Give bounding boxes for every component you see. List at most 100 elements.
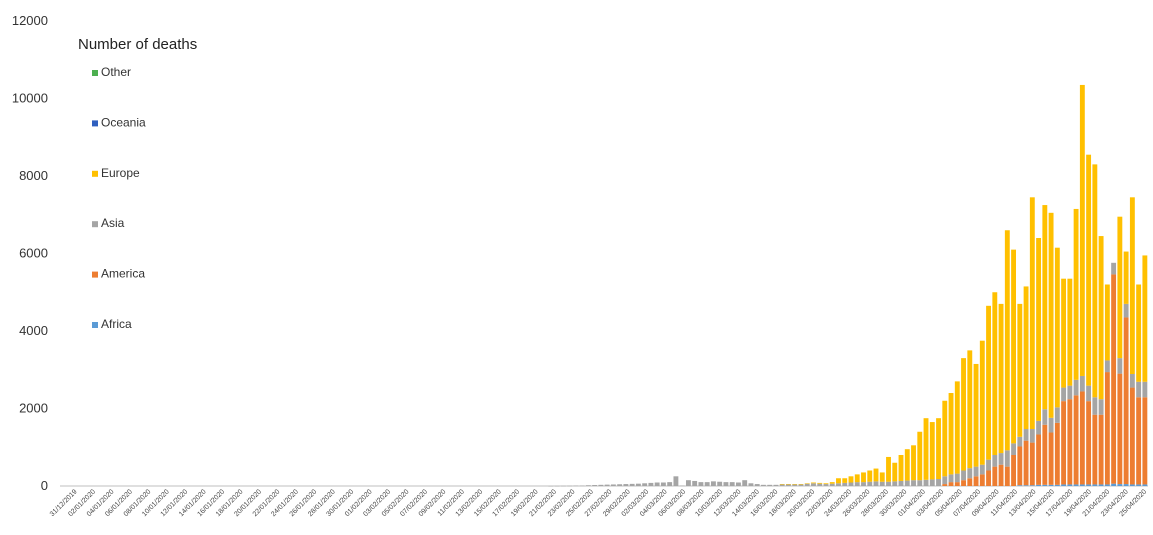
bar-segment-asia bbox=[1104, 360, 1110, 373]
bar-segment-europe bbox=[1092, 164, 1098, 398]
bar-segment-europe bbox=[823, 483, 829, 485]
bar-segment-asia bbox=[723, 482, 729, 487]
bar-segment-asia bbox=[886, 481, 891, 486]
bar-segment-asia bbox=[948, 474, 954, 483]
bar-segment-asia bbox=[1061, 387, 1067, 402]
bar-segment-europe bbox=[829, 482, 835, 484]
bar-segment-asia bbox=[773, 484, 779, 486]
bar-segment-asia bbox=[879, 481, 885, 486]
bar-segment-america bbox=[1048, 432, 1054, 485]
bar-segment-america bbox=[1036, 434, 1042, 485]
bar-segment-africa bbox=[1023, 485, 1029, 486]
bar-segment-asia bbox=[792, 484, 798, 486]
bar-segment-asia bbox=[829, 483, 835, 486]
bar-segment-asia bbox=[548, 485, 554, 487]
bar-segment-europe bbox=[1061, 278, 1067, 388]
bar-segment-asia bbox=[579, 485, 585, 487]
bar-segment-america bbox=[973, 476, 979, 486]
legend-label-america: America bbox=[101, 267, 145, 281]
bar-segment-america bbox=[1073, 395, 1079, 485]
bar-segment-america bbox=[1054, 422, 1060, 485]
bar-segment-africa bbox=[1136, 484, 1142, 486]
bar-segment-europe bbox=[929, 422, 935, 480]
bar-segment-europe bbox=[948, 393, 954, 475]
bar-segment-africa bbox=[1017, 485, 1023, 486]
bar-segment-europe bbox=[1129, 197, 1135, 375]
bar-segment-america bbox=[1123, 317, 1129, 485]
bar-segment-africa bbox=[1073, 484, 1079, 486]
bar-segment-asia bbox=[861, 482, 866, 487]
bar-segment-asia bbox=[992, 455, 998, 467]
bar-segment-asia bbox=[898, 480, 904, 486]
bar-segment-europe bbox=[886, 456, 891, 482]
bar-segment-asia bbox=[748, 483, 754, 486]
bar-segment-africa bbox=[1048, 484, 1054, 486]
bar-segment-asia bbox=[911, 480, 916, 486]
y-tick-label: 0 bbox=[41, 478, 48, 493]
bar-segment-asia bbox=[1054, 407, 1060, 423]
bar-segment-africa bbox=[1061, 484, 1067, 486]
bar-segment-africa bbox=[1092, 484, 1098, 486]
bar-segment-europe bbox=[892, 462, 898, 482]
bar-segment-europe bbox=[1123, 251, 1129, 304]
bar-segment-asia bbox=[567, 485, 573, 487]
legend-title: Number of deaths bbox=[78, 36, 197, 53]
bar-segment-europe bbox=[842, 478, 848, 483]
bar-segment-asia bbox=[560, 485, 566, 487]
bar-segment-asia bbox=[610, 484, 616, 486]
bar-segment-europe bbox=[1098, 236, 1104, 400]
bar-segment-europe bbox=[817, 482, 823, 484]
bar-segment-europe bbox=[1048, 212, 1054, 418]
bar-segment-asia bbox=[823, 484, 829, 486]
legend: Number of deaths Other Oceania Europe Asia A… bbox=[78, 36, 197, 331]
bar-segment-africa bbox=[1123, 484, 1129, 486]
bar-segment-asia bbox=[779, 484, 785, 486]
bar-segment-america bbox=[1142, 397, 1148, 485]
bar-segment-europe bbox=[954, 381, 960, 474]
bar-segment-asia bbox=[554, 485, 560, 487]
bar-segment-asia bbox=[1123, 303, 1129, 318]
legend-label-other: Other bbox=[101, 65, 131, 79]
bar-segment-asia bbox=[623, 484, 629, 486]
bar-segment-africa bbox=[1054, 484, 1060, 486]
bar-segment-asia bbox=[635, 483, 641, 486]
bar-segment-asia bbox=[929, 479, 935, 486]
bar-segment-europe bbox=[1136, 284, 1142, 382]
bar-segment-asia bbox=[1117, 358, 1123, 374]
bar-segment-asia bbox=[1129, 374, 1135, 388]
y-tick-label: 12000 bbox=[12, 13, 48, 28]
bar-segment-america bbox=[1111, 274, 1117, 484]
bar-segment-africa bbox=[1079, 484, 1085, 486]
bar-segment-america bbox=[948, 482, 954, 487]
bar-segment-america bbox=[979, 474, 985, 487]
bar-segment-europe bbox=[967, 350, 973, 469]
bar-segment-asia bbox=[1004, 450, 1010, 467]
bar-segment-asia bbox=[573, 485, 579, 487]
bar-segment-asia bbox=[973, 466, 979, 477]
bar-segment-africa bbox=[1111, 483, 1117, 486]
bar-segment-asia bbox=[1017, 436, 1023, 447]
bar-segment-asia bbox=[998, 453, 1004, 465]
bar-segment-asia bbox=[967, 468, 973, 479]
bar-segment-europe bbox=[804, 483, 810, 484]
bar-segment-asia bbox=[667, 482, 673, 487]
y-tick-label: 2000 bbox=[19, 401, 48, 416]
bar-segment-africa bbox=[1036, 484, 1042, 486]
legend-label-asia: Asia bbox=[101, 216, 125, 230]
bar-segment-europe bbox=[979, 340, 985, 465]
bar-segment-asia bbox=[767, 484, 773, 486]
bar-segment-asia bbox=[798, 484, 804, 486]
bar-segment-europe bbox=[904, 449, 910, 481]
bar-segment-europe bbox=[998, 303, 1004, 454]
bar-segment-asia bbox=[761, 484, 766, 486]
bar-segment-america bbox=[1023, 440, 1029, 486]
bar-segment-europe bbox=[1073, 208, 1079, 380]
bar-segment-asia bbox=[854, 482, 860, 487]
bar-segment-asia bbox=[698, 482, 704, 487]
bar-segment-asia bbox=[986, 459, 991, 471]
bar-segment-europe bbox=[854, 474, 860, 483]
legend-label-oceania: Oceania bbox=[101, 115, 146, 129]
bar-segment-asia bbox=[942, 476, 948, 485]
bar-segment-america bbox=[992, 466, 998, 487]
bar-segment-asia bbox=[1136, 381, 1142, 398]
